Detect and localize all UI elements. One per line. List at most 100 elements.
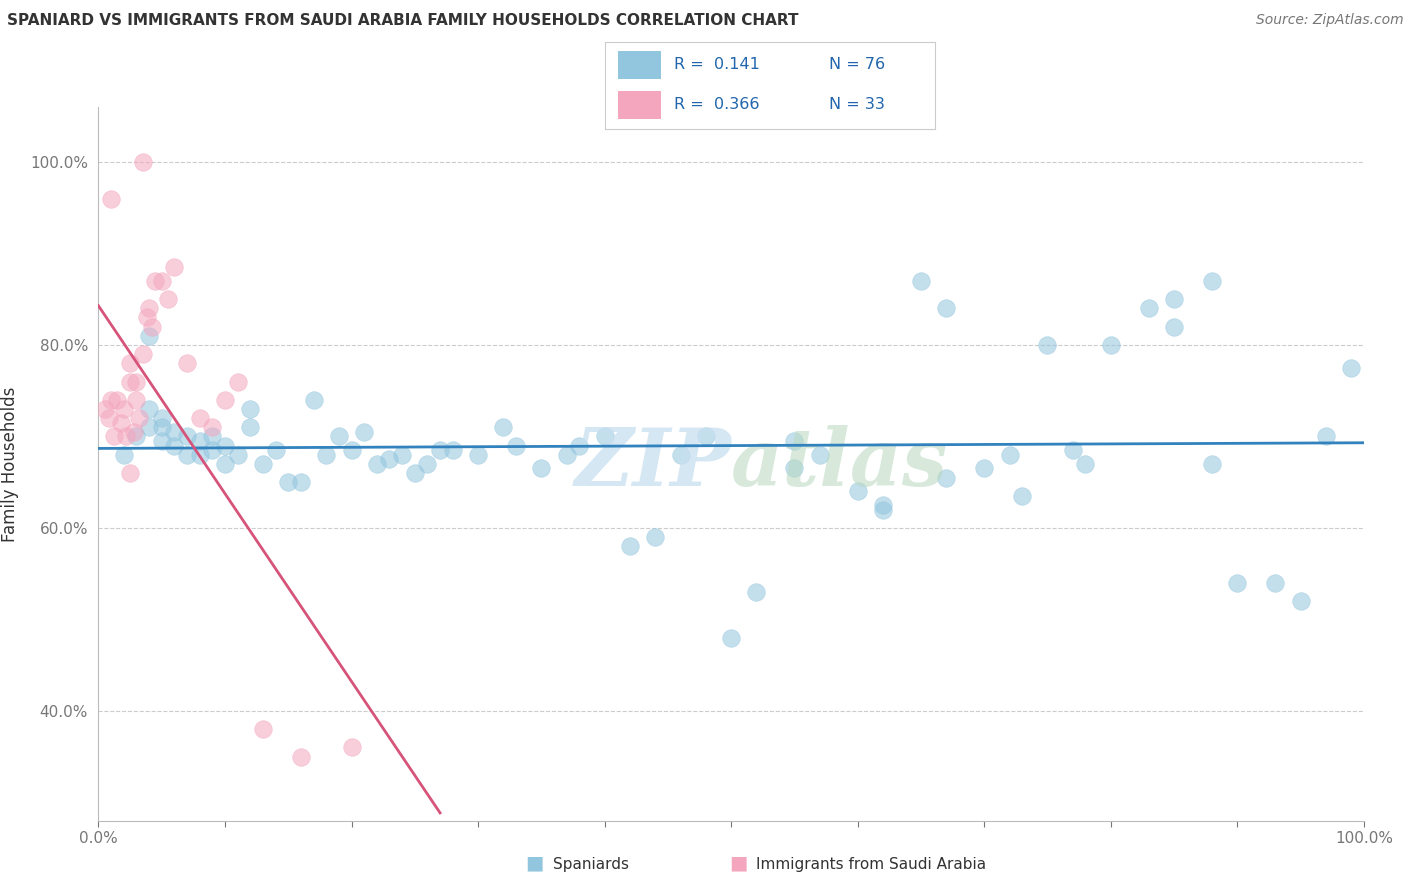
- Point: [226, 375, 249, 389]
- Point: [530, 461, 553, 475]
- Point: [125, 429, 148, 443]
- Y-axis label: Family Households: Family Households: [1, 386, 18, 541]
- Point: [201, 429, 224, 443]
- Point: [935, 301, 957, 316]
- Point: [1226, 575, 1249, 590]
- Point: [808, 448, 831, 462]
- Point: [1264, 575, 1286, 590]
- Point: [505, 438, 527, 452]
- Point: [1062, 443, 1084, 458]
- Point: [138, 328, 160, 343]
- Point: [112, 401, 135, 416]
- Point: [239, 401, 262, 416]
- Point: [467, 448, 489, 462]
- Text: R =  0.141: R = 0.141: [673, 57, 759, 72]
- Point: [1163, 292, 1185, 306]
- Point: [872, 502, 894, 516]
- Point: [973, 461, 995, 475]
- Point: [112, 448, 135, 462]
- Point: [290, 475, 312, 490]
- Point: [138, 420, 160, 434]
- Point: [340, 443, 363, 458]
- Point: [103, 429, 125, 443]
- Point: [783, 434, 806, 448]
- Point: [1201, 457, 1223, 471]
- Point: [669, 448, 692, 462]
- Point: [910, 274, 932, 288]
- Point: [366, 457, 388, 471]
- Text: Source: ZipAtlas.com: Source: ZipAtlas.com: [1256, 13, 1403, 28]
- Point: [188, 411, 211, 425]
- Point: [340, 740, 363, 755]
- Point: [290, 749, 312, 764]
- Point: [252, 722, 274, 736]
- Point: [176, 356, 198, 370]
- Point: [135, 310, 157, 325]
- Point: [93, 401, 117, 416]
- Point: [120, 466, 141, 480]
- Point: [315, 448, 337, 462]
- Point: [157, 292, 180, 306]
- Point: [100, 392, 122, 407]
- Point: [201, 420, 224, 434]
- Point: [150, 274, 173, 288]
- Point: [1340, 360, 1362, 375]
- Point: [138, 301, 160, 316]
- Point: [1036, 338, 1059, 352]
- Point: [115, 429, 138, 443]
- Point: [1315, 429, 1337, 443]
- Point: [1099, 338, 1122, 352]
- Point: [239, 420, 262, 434]
- Point: [1137, 301, 1160, 316]
- Point: [107, 392, 129, 407]
- Point: [416, 457, 439, 471]
- Point: [644, 530, 666, 544]
- Point: [176, 429, 198, 443]
- Point: [745, 585, 768, 599]
- Point: [97, 411, 120, 425]
- Point: [150, 411, 173, 425]
- Point: [125, 375, 148, 389]
- Point: [176, 448, 198, 462]
- Point: [1074, 457, 1097, 471]
- Point: [100, 192, 122, 206]
- Point: [128, 411, 150, 425]
- Point: [1163, 319, 1185, 334]
- Point: [163, 425, 186, 439]
- Point: [150, 434, 173, 448]
- Point: [429, 443, 451, 458]
- Point: [720, 631, 742, 645]
- Text: R =  0.366: R = 0.366: [673, 97, 759, 112]
- Point: [138, 401, 160, 416]
- Point: [302, 392, 325, 407]
- Point: [120, 356, 141, 370]
- Point: [593, 429, 616, 443]
- Text: Spaniards: Spaniards: [553, 857, 628, 872]
- Point: [163, 260, 186, 274]
- Text: atlas: atlas: [731, 425, 949, 502]
- Point: [163, 438, 186, 452]
- Point: [328, 429, 350, 443]
- Point: [492, 420, 515, 434]
- Point: [132, 155, 155, 169]
- Point: [201, 443, 224, 458]
- Text: ZIP: ZIP: [574, 425, 731, 502]
- Point: [145, 274, 166, 288]
- Point: [214, 438, 236, 452]
- Point: [214, 392, 236, 407]
- Bar: [617, 51, 661, 78]
- Point: [122, 425, 145, 439]
- Point: [141, 319, 163, 334]
- Point: [998, 448, 1021, 462]
- Point: [120, 375, 141, 389]
- Point: [935, 470, 957, 484]
- Point: [188, 448, 211, 462]
- Point: [695, 429, 717, 443]
- Point: [277, 475, 299, 490]
- Point: [125, 392, 148, 407]
- Point: [555, 448, 578, 462]
- Point: [441, 443, 464, 458]
- Bar: [617, 91, 661, 119]
- Point: [1201, 274, 1223, 288]
- Point: [404, 466, 426, 480]
